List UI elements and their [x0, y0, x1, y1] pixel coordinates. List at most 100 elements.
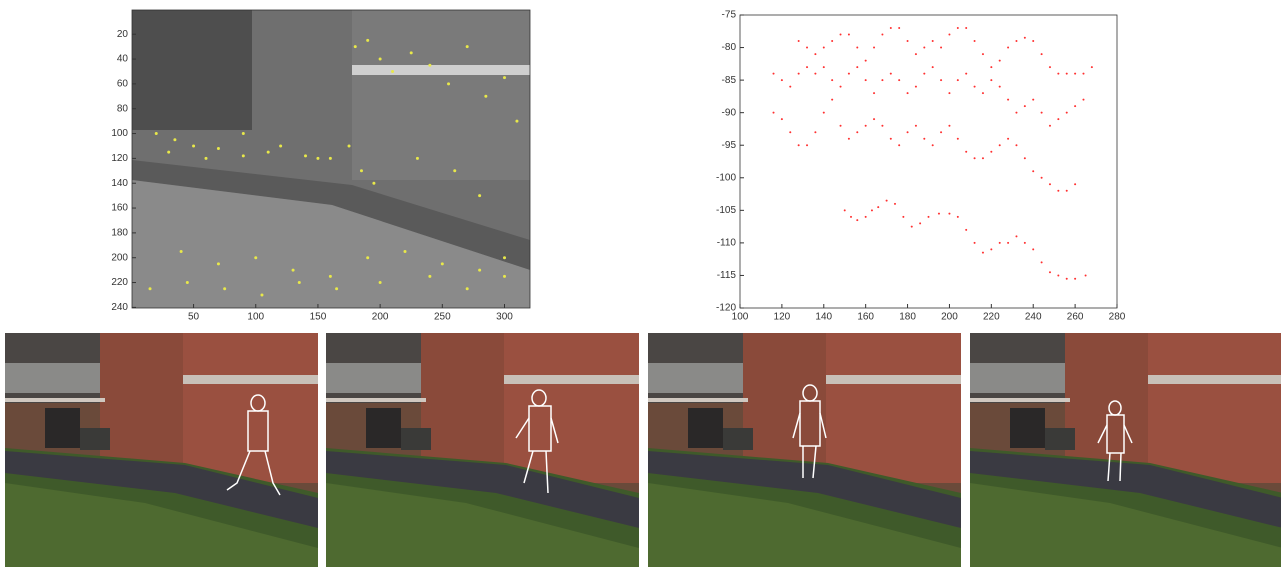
data-point — [814, 131, 816, 133]
data-point — [1066, 190, 1068, 192]
data-point — [865, 60, 867, 62]
data-point — [789, 131, 791, 133]
data-point — [848, 34, 850, 36]
data-point — [1041, 261, 1043, 263]
data-point — [948, 92, 950, 94]
data-point — [990, 248, 992, 250]
data-point — [292, 269, 295, 272]
data-point — [1015, 144, 1017, 146]
data-point — [928, 216, 930, 218]
y-tick-label: -100 — [716, 172, 736, 183]
data-point — [932, 144, 934, 146]
data-point — [192, 144, 195, 147]
data-point — [329, 275, 332, 278]
data-point — [999, 60, 1001, 62]
x-tick-label: 240 — [1025, 312, 1042, 323]
data-point — [873, 118, 875, 120]
data-point — [1015, 112, 1017, 114]
data-point — [940, 131, 942, 133]
x-tick-label: 140 — [815, 312, 832, 323]
data-point — [1057, 190, 1059, 192]
data-point — [990, 151, 992, 153]
x-tick-label: 50 — [188, 312, 200, 323]
data-point — [773, 112, 775, 114]
x-tick-label: 150 — [310, 312, 327, 323]
data-point — [1032, 248, 1034, 250]
data-point — [823, 112, 825, 114]
data-point — [789, 86, 791, 88]
data-point — [840, 125, 842, 127]
data-point — [873, 47, 875, 49]
data-point — [1066, 73, 1068, 75]
photo-frame-1 — [5, 333, 318, 567]
data-point — [260, 293, 263, 296]
data-point — [877, 206, 879, 208]
data-point — [1024, 105, 1026, 107]
data-point — [478, 269, 481, 272]
data-point — [898, 79, 900, 81]
data-point — [316, 157, 319, 160]
y-tick-label: 20 — [117, 29, 129, 40]
data-point — [923, 73, 925, 75]
data-point — [865, 79, 867, 81]
data-point — [957, 27, 959, 29]
data-point — [1049, 125, 1051, 127]
data-point — [372, 182, 375, 185]
y-tick-label: 40 — [117, 54, 129, 65]
y-tick-label: -95 — [722, 140, 737, 151]
data-point — [856, 219, 858, 221]
data-point — [999, 86, 1001, 88]
data-point — [940, 47, 942, 49]
data-point — [186, 281, 189, 284]
data-point — [267, 151, 270, 154]
data-point — [856, 47, 858, 49]
data-point — [1074, 183, 1076, 185]
data-point — [379, 58, 382, 61]
data-point — [1082, 99, 1084, 101]
data-point — [907, 131, 909, 133]
data-point — [871, 209, 873, 211]
x-tick-label: 200 — [941, 312, 958, 323]
y-tick-label: -75 — [722, 10, 737, 21]
y-tick-label: -105 — [716, 205, 736, 216]
data-point — [404, 250, 407, 253]
data-point — [205, 157, 208, 160]
y-tick-label: -110 — [717, 238, 737, 249]
data-point — [466, 45, 469, 48]
x-tick-label: 250 — [434, 312, 451, 323]
data-point — [1057, 274, 1059, 276]
data-point — [806, 144, 808, 146]
data-point — [890, 138, 892, 140]
data-point — [484, 95, 487, 98]
data-point — [366, 256, 369, 259]
data-point — [1015, 235, 1017, 237]
data-point — [865, 125, 867, 127]
data-point — [923, 138, 925, 140]
data-point — [348, 144, 351, 147]
data-point — [180, 250, 183, 253]
data-point — [957, 138, 959, 140]
figure: 5010015020025030020406080100120140160180… — [0, 0, 1281, 567]
data-point — [865, 216, 867, 218]
data-point — [932, 66, 934, 68]
data-point — [503, 275, 506, 278]
x-tick-label: 280 — [1109, 312, 1126, 323]
data-point — [932, 40, 934, 42]
data-point — [844, 209, 846, 211]
data-point — [831, 79, 833, 81]
x-tick-label: 220 — [983, 312, 1000, 323]
data-point — [391, 70, 394, 73]
data-point — [1032, 99, 1034, 101]
data-point — [919, 222, 921, 224]
y-tick-label: 120 — [111, 153, 128, 164]
x-tick-label: 180 — [899, 312, 916, 323]
y-tick-label: 160 — [111, 203, 128, 214]
plot-background — [740, 15, 1117, 308]
data-point — [242, 132, 245, 135]
data-point — [1049, 271, 1051, 273]
data-point — [965, 73, 967, 75]
data-point — [360, 169, 363, 172]
data-point — [217, 147, 220, 150]
data-point — [1057, 118, 1059, 120]
